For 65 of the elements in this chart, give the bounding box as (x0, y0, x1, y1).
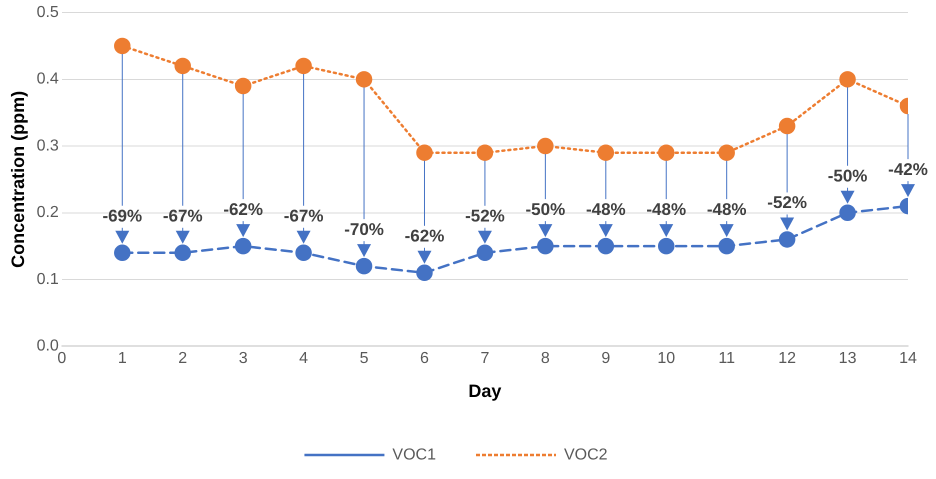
point (598, 144, 614, 161)
legend-label: VOC1 (392, 446, 436, 464)
annotation: -62% (223, 200, 264, 219)
x-tick-label: 11 (718, 350, 736, 368)
x-tick-label: 2 (178, 350, 188, 368)
point (295, 244, 312, 262)
point (174, 58, 191, 74)
point (537, 138, 554, 154)
x-tick-label: 3 (238, 350, 248, 368)
legend-label: VOC2 (564, 446, 608, 464)
point (658, 238, 674, 254)
point (295, 58, 312, 74)
x-tick-label: 13 (838, 350, 857, 368)
y-axis-title: Concentration (ppm) (8, 90, 28, 268)
annotation: -42% (888, 160, 928, 179)
y-tick-label: 0.0 (36, 338, 59, 355)
point (839, 204, 856, 222)
annotation: -48% (706, 200, 747, 219)
annotation: -48% (586, 200, 626, 219)
annotation: -52% (465, 206, 505, 226)
y-tick-label: 0.4 (36, 70, 59, 88)
point (658, 144, 674, 161)
annotation: -48% (646, 200, 686, 219)
point (778, 118, 796, 134)
x-tick-label: 7 (480, 350, 490, 368)
point (356, 71, 372, 88)
point (476, 244, 494, 262)
point (537, 238, 554, 254)
y-tick-label: 0.5 (36, 4, 59, 22)
x-tick-label: 4 (299, 350, 308, 368)
point (476, 144, 494, 161)
x-tick-label: 5 (360, 350, 369, 368)
x-tick-label: 14 (899, 350, 917, 368)
y-tick-label: 0.3 (36, 137, 59, 154)
annotation: -52% (767, 193, 807, 212)
x-axis-title: Day (468, 381, 502, 402)
annotation: -67% (162, 206, 203, 226)
annotation: -69% (102, 206, 142, 226)
x-tick-label: 6 (420, 350, 430, 368)
point (718, 144, 735, 161)
point (718, 238, 735, 254)
point (778, 231, 796, 248)
annotation: -50% (828, 166, 868, 186)
point (174, 244, 191, 262)
x-tick-label: 8 (540, 350, 550, 368)
point (416, 144, 433, 161)
annotation: -70% (344, 220, 384, 239)
x-tick-label: 0 (57, 350, 66, 368)
point (356, 258, 372, 274)
x-tick-label: 12 (778, 350, 796, 368)
point (234, 238, 252, 254)
annotation: -50% (526, 200, 566, 219)
point (598, 238, 614, 254)
point (839, 71, 856, 88)
point (234, 78, 252, 94)
annotation: -62% (404, 226, 444, 246)
y-tick-label: 0.1 (36, 270, 59, 288)
x-tick-label: 10 (657, 350, 676, 368)
point (416, 264, 433, 282)
point (114, 244, 131, 262)
point (114, 38, 131, 54)
annotation: -67% (284, 206, 324, 226)
x-tick-label: 9 (601, 350, 610, 368)
x-tick-label: 1 (118, 350, 127, 368)
y-tick-label: 0.2 (36, 204, 59, 222)
